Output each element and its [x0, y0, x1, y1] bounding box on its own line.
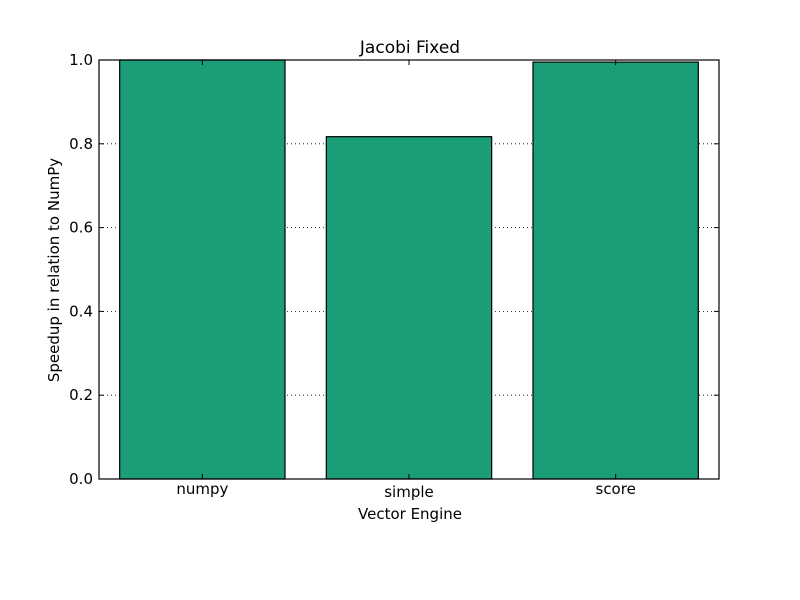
y-tick-label: 0.2 — [69, 386, 93, 404]
bar-numpy — [119, 59, 286, 480]
chart-title: Jacobi Fixed — [359, 38, 460, 58]
x-axis-label: Vector Engine — [358, 505, 462, 523]
bar-simple — [325, 136, 493, 480]
y-tick-label: 0.4 — [69, 302, 93, 320]
x-tick-label-simple: simple — [384, 483, 434, 501]
y-tick-label: 0.6 — [69, 219, 93, 237]
y-tick-label: 0.0 — [69, 470, 93, 488]
y-tick-label: 0.8 — [69, 135, 93, 153]
y-axis-label: Speedup in relation to NumPy — [45, 158, 63, 382]
y-tick-label: 1.0 — [69, 51, 93, 69]
x-tick-label-score: score — [596, 480, 636, 498]
ticks: 0.0 0.2 0.4 0.6 0.8 1.0 numpy simple score — [69, 51, 719, 501]
bars — [119, 59, 699, 480]
bar-score — [532, 61, 699, 480]
plot-frame — [98, 59, 720, 480]
x-tick-label-numpy: numpy — [176, 480, 228, 498]
